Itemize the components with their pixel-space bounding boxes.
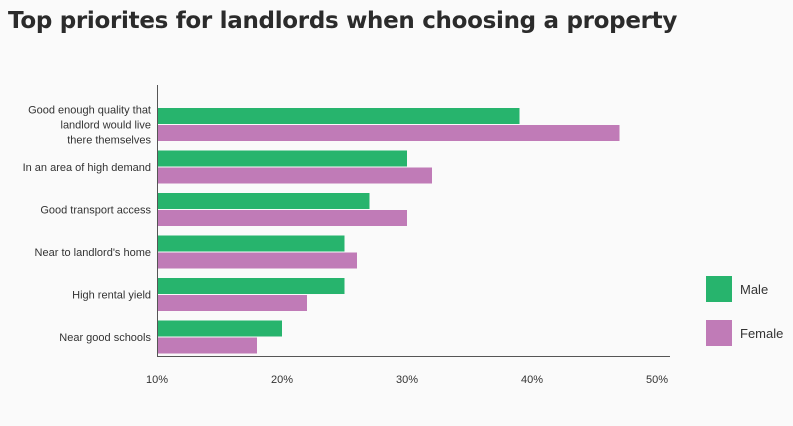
bar-female-2 [157, 210, 407, 226]
bar-female-4 [157, 295, 307, 311]
category-label: Good transport access [40, 205, 151, 217]
legend-label-female: Female [740, 326, 784, 341]
bar-male-5 [157, 320, 282, 337]
category-labels: Good enough quality that landlord would l… [23, 105, 152, 345]
legend-swatch-male [706, 276, 732, 302]
bars-group [157, 108, 620, 354]
bar-female-0 [157, 125, 620, 141]
category-label: High rental yield [72, 290, 151, 302]
category-label: Near to landlord's home [35, 247, 151, 259]
bar-male-3 [157, 235, 345, 252]
bar-female-3 [157, 252, 357, 269]
legend-item-female: Female [706, 320, 793, 346]
bar-male-2 [157, 193, 370, 209]
bar-male-4 [157, 278, 345, 294]
category-label: Near good schools [59, 332, 151, 344]
x-tick-labels: 10% 20% 30% 40% 50% [146, 374, 668, 386]
bar-male-0 [157, 108, 520, 124]
bar-male-1 [157, 150, 407, 167]
x-tick-label: 50% [646, 374, 668, 386]
x-tick-label: 10% [146, 374, 168, 386]
x-tick-label: 30% [396, 374, 418, 386]
chart-title: Top priorites for landlords when choosin… [8, 8, 678, 34]
category-label: Good enough quality that landlord would l… [28, 105, 151, 147]
legend-swatch-female [706, 320, 732, 346]
legend-label-male: Male [740, 282, 769, 297]
x-tick-label: 40% [521, 374, 543, 386]
bar-female-5 [157, 337, 257, 354]
category-label: In an area of high demand [23, 162, 151, 174]
bar-female-1 [157, 167, 432, 184]
axes [157, 85, 670, 357]
legend-item-male: Male [706, 276, 793, 302]
x-tick-label: 20% [271, 374, 293, 386]
